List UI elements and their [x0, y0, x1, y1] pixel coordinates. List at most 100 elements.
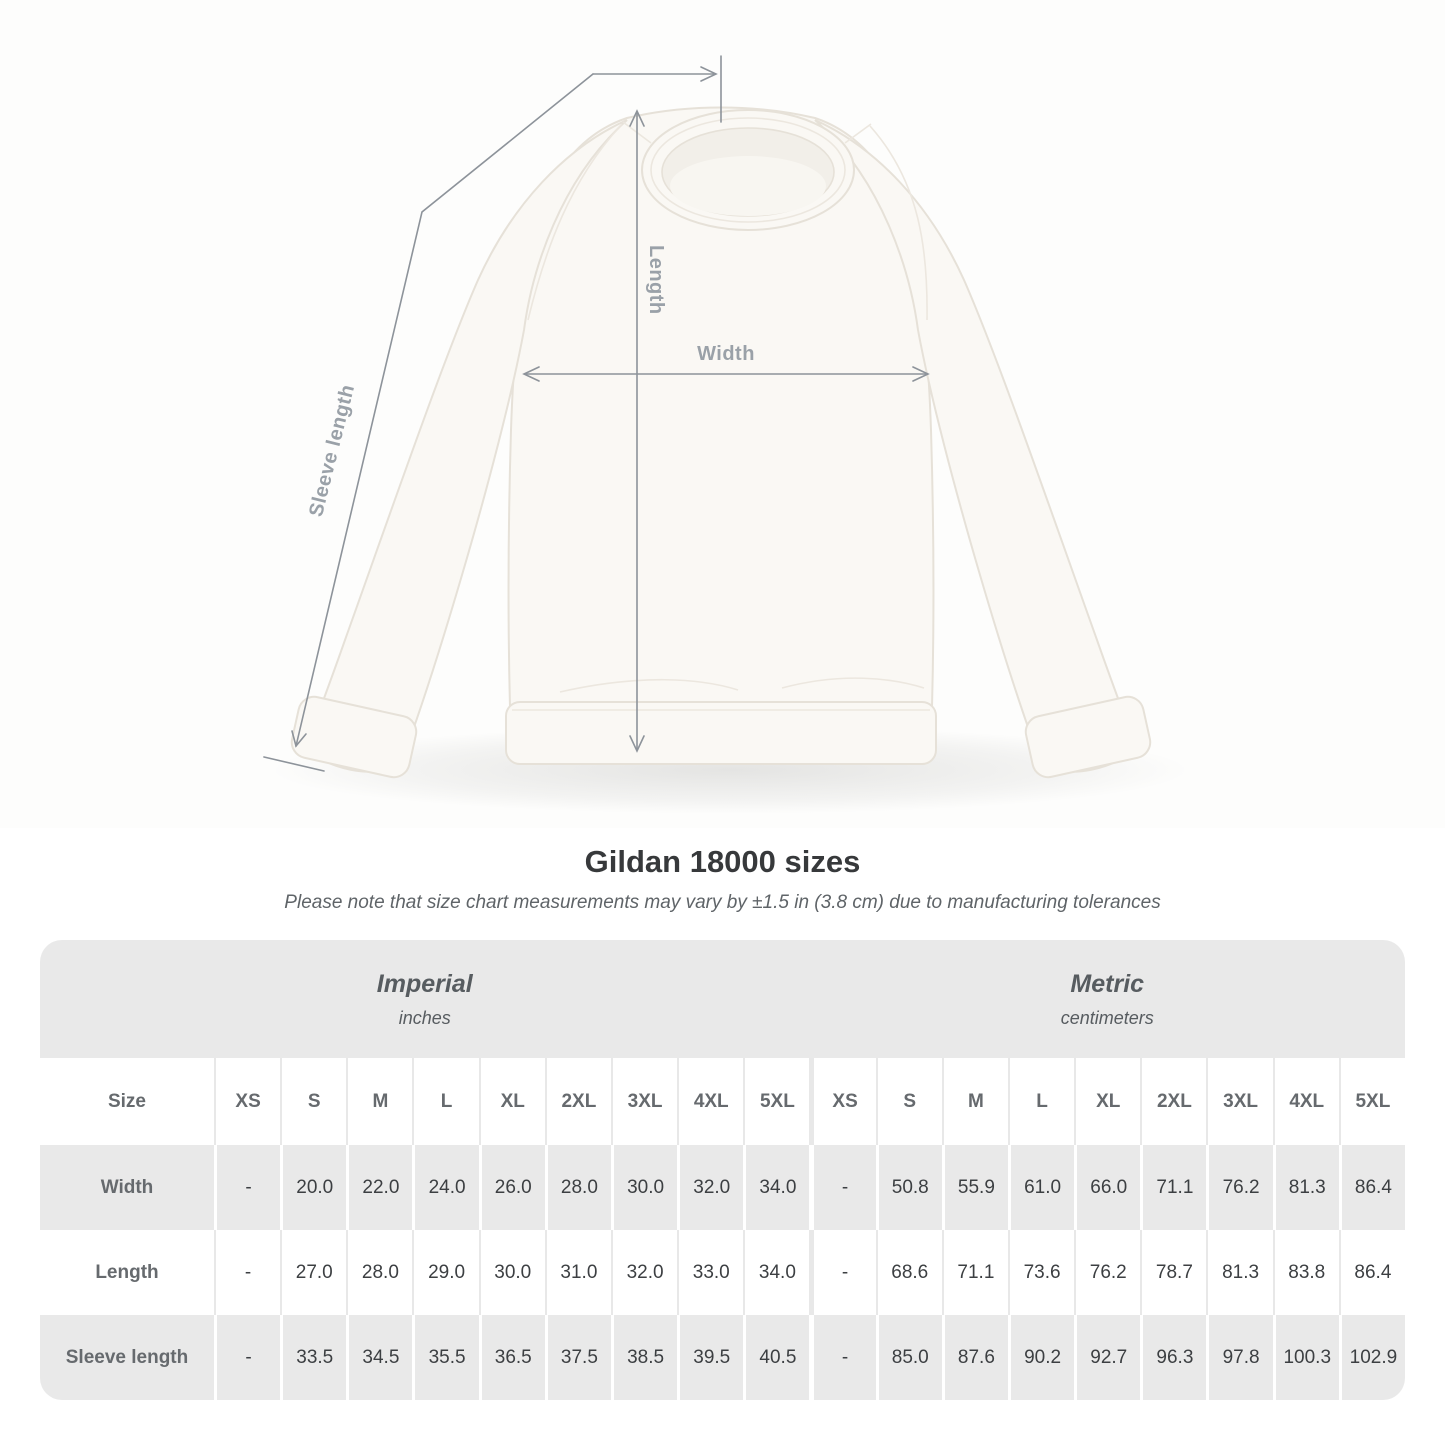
unit-group-unit: inches	[398, 1007, 451, 1028]
value-cell: 76.2	[1206, 1145, 1273, 1230]
size-col-header-imperial-l: L	[412, 1058, 479, 1145]
size-col-header-metric-xl: XL	[1074, 1058, 1141, 1145]
value-cell: 37.5	[544, 1315, 611, 1400]
size-col-header-imperial-4xl: 4XL	[677, 1058, 744, 1145]
size-col-header-metric-5xl: 5XL	[1338, 1058, 1405, 1145]
value-cell: 78.7	[1140, 1230, 1207, 1315]
unit-group-imperial: Imperial inches	[40, 940, 810, 1058]
size-col-header-imperial-3xl: 3XL	[610, 1058, 678, 1145]
unit-group-name: Metric	[1070, 969, 1145, 998]
product-diagram: Length Width Sleeve length	[263, 55, 1190, 814]
value-cell: 81.3	[1206, 1230, 1273, 1315]
value-cell: -	[214, 1145, 281, 1230]
waistband	[505, 701, 937, 765]
value-cell: 55.9	[941, 1145, 1008, 1230]
size-table: Imperial inches Metric centimeters Size X…	[40, 940, 1405, 1400]
value-cell: 81.3	[1272, 1145, 1339, 1230]
value-cell: 86.4	[1338, 1230, 1405, 1315]
value-cell: 22.0	[346, 1145, 413, 1230]
value-cell: 87.6	[941, 1315, 1008, 1400]
value-cell: 30.0	[478, 1230, 545, 1315]
value-cell: 66.0	[1074, 1145, 1141, 1230]
value-cell: 50.8	[875, 1145, 942, 1230]
size-col-header-metric-s: S	[875, 1058, 942, 1145]
width-label: Width	[697, 343, 755, 365]
value-cell: 34.0	[743, 1145, 810, 1230]
value-cell: 28.0	[346, 1230, 413, 1315]
value-cell: 102.9	[1338, 1315, 1405, 1400]
value-cell: 40.5	[743, 1315, 810, 1400]
value-cell: 86.4	[1338, 1145, 1405, 1230]
length-label: Length	[645, 245, 667, 315]
value-cell: 34.5	[346, 1315, 413, 1400]
value-cell: 68.6	[875, 1230, 942, 1315]
right-cuff	[1024, 695, 1152, 779]
value-cell: 33.5	[280, 1315, 347, 1400]
value-cell: 96.3	[1140, 1315, 1207, 1400]
size-col-header-imperial-5xl: 5XL	[743, 1058, 810, 1145]
sweatshirt-image: Length Width Sleeve length	[263, 55, 1190, 814]
value-cell: 30.0	[610, 1145, 678, 1230]
floor-shadow	[270, 726, 1190, 814]
value-cell: 26.0	[478, 1145, 545, 1230]
left-sleeve	[304, 119, 628, 773]
tolerance-note: Please note that size chart measurements…	[284, 892, 1161, 913]
value-cell: 32.0	[677, 1145, 744, 1230]
size-col-header-imperial-xs: XS	[214, 1058, 281, 1145]
value-cell: 97.8	[1206, 1315, 1273, 1400]
value-cell: 38.5	[610, 1315, 678, 1400]
size-col-header-imperial-m: M	[346, 1058, 413, 1145]
value-cell: -	[809, 1145, 876, 1230]
row-label: Width	[40, 1145, 214, 1230]
value-cell: 61.0	[1007, 1145, 1075, 1230]
size-col-header-imperial-s: S	[280, 1058, 347, 1145]
sleeve-length-measure-line	[263, 55, 722, 772]
value-cell: 71.1	[1140, 1145, 1207, 1230]
value-cell: 36.5	[478, 1315, 545, 1400]
value-cell: 73.6	[1007, 1230, 1075, 1315]
value-cell: 29.0	[412, 1230, 479, 1315]
row-label: Sleeve length	[40, 1315, 214, 1400]
corner-size-label: Size	[40, 1058, 214, 1145]
value-cell: 92.7	[1074, 1315, 1141, 1400]
value-cell: 83.8	[1272, 1230, 1339, 1315]
size-col-header-metric-l: L	[1007, 1058, 1075, 1145]
value-cell: 35.5	[412, 1315, 479, 1400]
value-cell: 24.0	[412, 1145, 479, 1230]
value-cell: 32.0	[610, 1230, 678, 1315]
row-label: Length	[40, 1230, 214, 1315]
size-col-header-metric-4xl: 4XL	[1272, 1058, 1339, 1145]
value-cell: 100.3	[1272, 1315, 1339, 1400]
size-col-header-imperial-2xl: 2XL	[544, 1058, 611, 1145]
size-col-header-metric-xs: XS	[809, 1058, 876, 1145]
size-col-header-imperial-xl: XL	[478, 1058, 545, 1145]
width-measure-line	[522, 366, 930, 382]
value-cell: 85.0	[875, 1315, 942, 1400]
size-col-header-metric-3xl: 3XL	[1206, 1058, 1273, 1145]
value-cell: 34.0	[743, 1230, 810, 1315]
size-col-header-metric-m: M	[941, 1058, 1008, 1145]
value-cell: -	[214, 1230, 281, 1315]
value-cell: 71.1	[941, 1230, 1008, 1315]
right-sleeve	[814, 119, 1138, 773]
value-cell: 39.5	[677, 1315, 744, 1400]
unit-group-unit: centimeters	[1060, 1007, 1154, 1028]
size-col-header-metric-2xl: 2XL	[1140, 1058, 1207, 1145]
unit-group-name: Imperial	[376, 969, 473, 998]
length-measure-line	[629, 109, 645, 753]
sweatshirt	[290, 106, 1152, 779]
value-cell: -	[809, 1230, 876, 1315]
value-cell: 76.2	[1074, 1230, 1141, 1315]
value-cell: -	[214, 1315, 281, 1400]
unit-group-metric: Metric centimeters	[809, 940, 1405, 1058]
value-cell: 20.0	[280, 1145, 347, 1230]
value-cell: 33.0	[677, 1230, 744, 1315]
collar	[641, 109, 855, 231]
page-title: Gildan 18000 sizes	[584, 844, 861, 879]
value-cell: 28.0	[544, 1145, 611, 1230]
value-cell: -	[809, 1315, 876, 1400]
value-cell: 90.2	[1007, 1315, 1075, 1400]
value-cell: 31.0	[544, 1230, 611, 1315]
value-cell: 27.0	[280, 1230, 347, 1315]
